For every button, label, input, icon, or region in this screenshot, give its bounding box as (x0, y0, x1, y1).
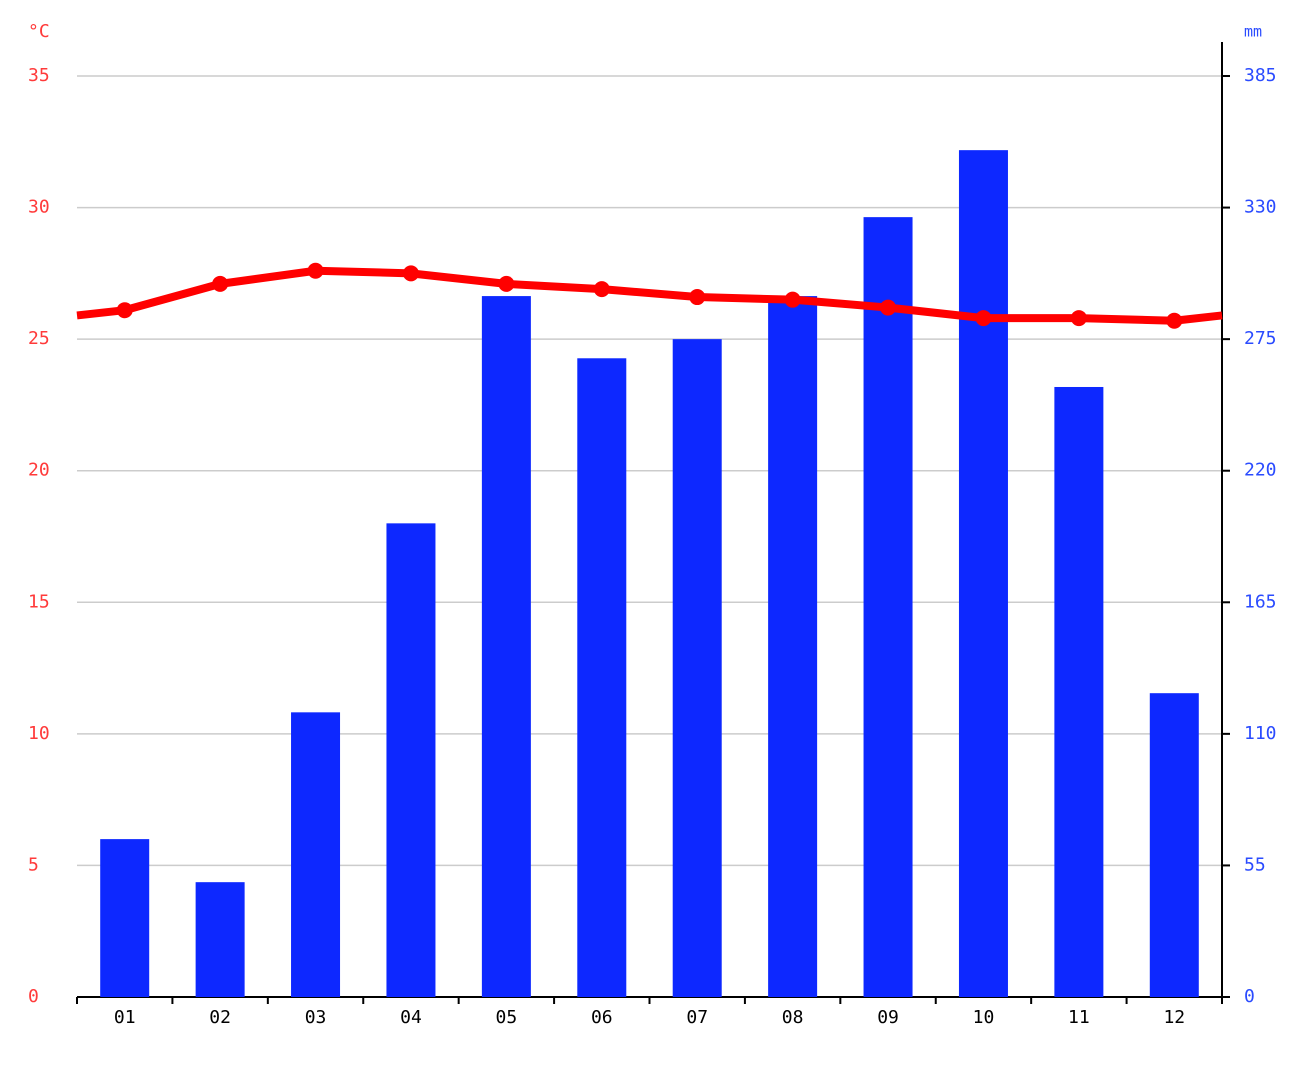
line-point (402, 265, 419, 282)
line-point (1070, 310, 1087, 327)
line-point (307, 262, 324, 279)
y2-tick-label: 0 (1244, 986, 1255, 1007)
bar (291, 712, 341, 997)
bar (386, 523, 436, 997)
y2-tick-label: 220 (1244, 460, 1277, 481)
y-unit: °C (28, 21, 50, 42)
bar (958, 150, 1008, 997)
y-tick-label: 10 (28, 723, 50, 744)
line-point (116, 302, 133, 319)
x-tick-label: 01 (114, 1007, 136, 1028)
bar (195, 882, 245, 997)
bar (577, 358, 627, 997)
y2-tick-label: 110 (1244, 723, 1277, 744)
x-tick-label: 02 (209, 1007, 231, 1028)
y-tick-label: 25 (28, 328, 50, 349)
y-tick-label: 35 (28, 65, 50, 86)
y2-tick-label: 165 (1244, 591, 1277, 612)
x-tick-label: 08 (782, 1007, 804, 1028)
bar (863, 217, 913, 997)
y2-tick-label: 275 (1244, 328, 1277, 349)
line-point (498, 275, 515, 292)
bar (100, 839, 150, 997)
y-tick-label: 0 (28, 986, 39, 1007)
x-tick-label: 07 (686, 1007, 708, 1028)
bar (1149, 693, 1199, 997)
x-tick-label: 03 (305, 1007, 327, 1028)
x-tick-label: 06 (591, 1007, 613, 1028)
line-point (593, 281, 610, 298)
y2-tick-label: 330 (1244, 197, 1277, 218)
line-point (975, 310, 992, 327)
x-tick-label: 04 (400, 1007, 422, 1028)
x-tick-label: 11 (1068, 1007, 1090, 1028)
line-point (784, 291, 801, 308)
y-tick-label: 15 (28, 591, 50, 612)
line-point (212, 275, 229, 292)
bar (481, 296, 531, 997)
bar (1054, 386, 1104, 997)
line (123, 266, 1175, 325)
y-tick-label: 5 (28, 854, 39, 875)
bar (672, 339, 722, 998)
bar (768, 296, 818, 997)
y2-tick-label: 385 (1244, 65, 1277, 86)
x-tick-label: 10 (973, 1007, 995, 1028)
line-point (1166, 312, 1183, 329)
x-tick-label: 09 (877, 1007, 899, 1028)
y2-unit: mm (1244, 23, 1262, 41)
y-tick-label: 30 (28, 197, 50, 218)
y-tick-label: 20 (28, 460, 50, 481)
line-point (880, 299, 897, 316)
x-tick-label: 12 (1163, 1007, 1185, 1028)
x-tick-label: 05 (496, 1007, 518, 1028)
line-point (689, 289, 706, 306)
y2-tick-label: 55 (1244, 854, 1266, 875)
